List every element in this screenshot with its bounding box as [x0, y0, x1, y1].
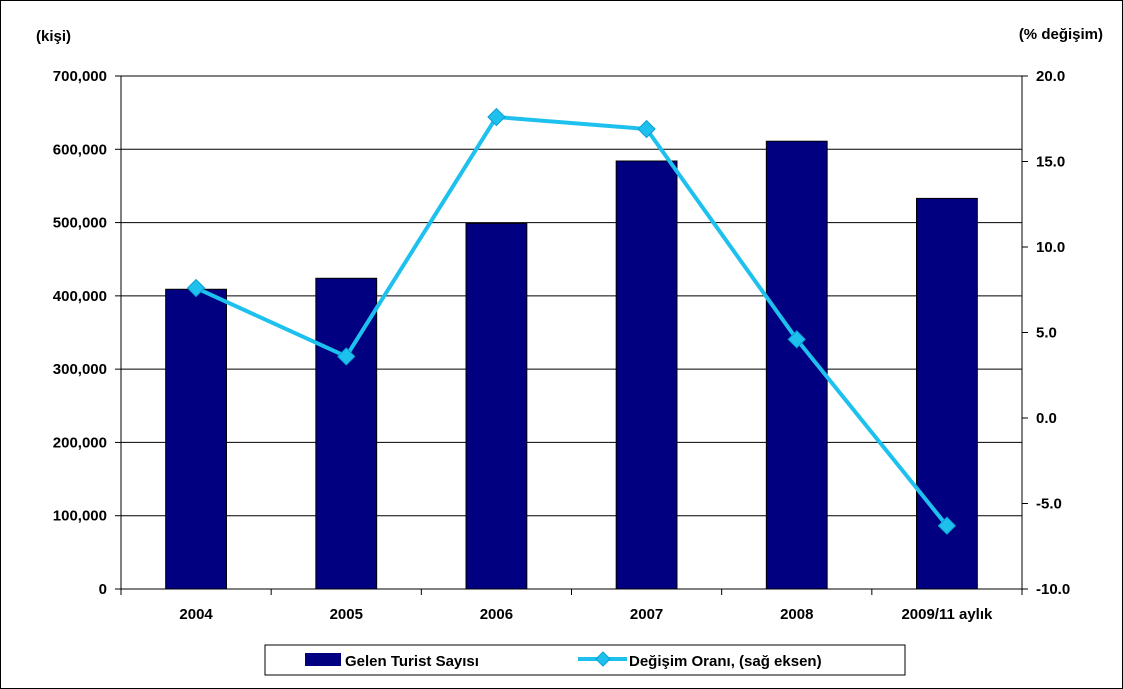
right-tick-label: 20.0 — [1036, 68, 1065, 85]
right-tick-label: 0.0 — [1036, 410, 1057, 427]
right-tick-label: -10.0 — [1036, 581, 1070, 598]
left-tick-label: 400,000 — [53, 288, 107, 305]
line-point — [487, 107, 506, 127]
axes — [115, 75, 1028, 595]
left-tick-label: 500,000 — [53, 215, 107, 232]
x-tick-label: 2005 — [330, 606, 363, 623]
bar-series — [165, 140, 978, 590]
line-point — [937, 516, 957, 535]
x-tick-label: 2009/11 aylık — [901, 606, 993, 623]
left-tick-label: 100,000 — [53, 508, 107, 525]
right-axis-unit: (% değişim) — [1019, 26, 1103, 43]
x-tick-label: 2007 — [630, 606, 663, 623]
legend-bar-label: Gelen Turist Sayısı — [345, 653, 479, 670]
left-tick-label: 0 — [99, 581, 107, 598]
left-tick-label: 300,000 — [53, 361, 107, 378]
left-tick-label: 700,000 — [53, 68, 107, 85]
legend-line-marker — [595, 651, 611, 667]
gridlines — [121, 75, 1022, 517]
right-tick-label: 15.0 — [1036, 154, 1065, 171]
right-tick-label: 10.0 — [1036, 239, 1065, 256]
line-path — [195, 115, 949, 527]
right-tick-label: 5.0 — [1036, 325, 1057, 342]
left-tick-label: 200,000 — [53, 434, 107, 451]
bar — [465, 222, 528, 590]
labels: 0 100,000 200,000 300,000 400,000 500,000 600,… — [53, 68, 1070, 623]
line-point — [637, 119, 656, 139]
x-tick-label: 2008 — [780, 606, 813, 623]
left-axis-unit: (kişi) — [36, 28, 71, 45]
line-series — [186, 107, 957, 535]
legend-bar-swatch — [305, 653, 341, 666]
legend: Gelen Turist Sayısı Değişim Oranı, (sağ … — [264, 644, 906, 676]
left-tick-label: 600,000 — [53, 141, 107, 158]
line-point — [787, 330, 806, 349]
right-tick-label: -5.0 — [1036, 496, 1062, 513]
line-point — [186, 278, 206, 298]
x-tick-label: 2004 — [179, 606, 213, 623]
line-point — [337, 347, 356, 366]
bar — [615, 160, 678, 590]
bar — [165, 288, 227, 590]
legend-line-label: Değişim Oranı, (sağ eksen) — [629, 653, 822, 670]
x-tick-label: 2006 — [480, 606, 513, 623]
